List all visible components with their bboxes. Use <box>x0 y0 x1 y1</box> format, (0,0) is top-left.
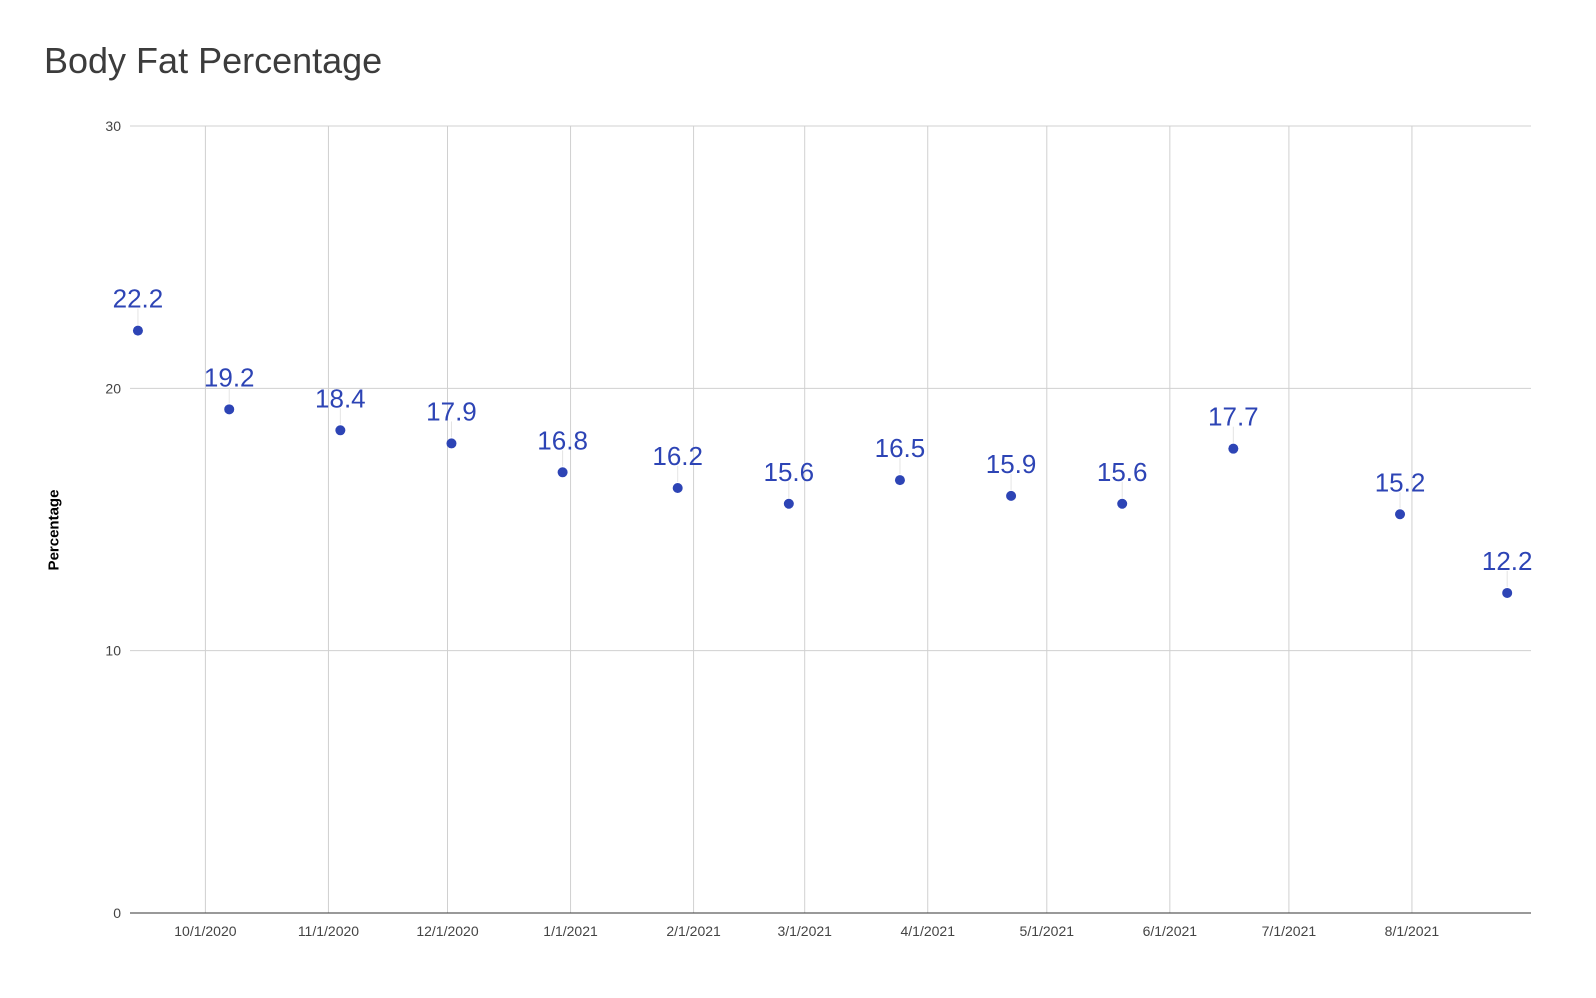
data-label: 18.4 <box>315 383 366 413</box>
y-tick-label: 30 <box>105 118 121 134</box>
data-label: 12.2 <box>1482 546 1533 576</box>
data-point <box>132 325 143 336</box>
data-point <box>335 425 346 436</box>
y-tick-label: 20 <box>105 380 121 396</box>
x-tick-label: 1/1/2021 <box>543 923 598 939</box>
data-label: 15.6 <box>764 457 815 487</box>
data-point <box>894 475 905 486</box>
data-label: 15.9 <box>986 449 1037 479</box>
data-point <box>672 483 683 494</box>
data-point <box>1502 587 1513 598</box>
data-label: 16.5 <box>875 433 926 463</box>
y-tick-label: 0 <box>113 905 121 921</box>
data-label: 17.9 <box>426 396 477 426</box>
x-tick-label: 12/1/2020 <box>416 923 478 939</box>
data-label: 19.2 <box>204 362 255 392</box>
data-point <box>224 404 235 415</box>
data-label: 16.8 <box>537 425 588 455</box>
x-tick-label: 2/1/2021 <box>666 923 721 939</box>
x-tick-label: 5/1/2021 <box>1020 923 1075 939</box>
data-label: 15.2 <box>1375 467 1426 497</box>
x-tick-label: 8/1/2021 <box>1385 923 1440 939</box>
data-point <box>1395 509 1406 520</box>
data-point <box>1006 490 1017 501</box>
chart-title: Body Fat Percentage <box>44 40 383 81</box>
y-tick-label: 10 <box>105 643 121 659</box>
data-point <box>1228 443 1239 454</box>
data-point <box>783 498 794 509</box>
x-tick-label: 4/1/2021 <box>900 923 955 939</box>
x-tick-label: 3/1/2021 <box>777 923 832 939</box>
data-label: 22.2 <box>113 284 164 314</box>
data-point <box>557 467 568 478</box>
data-point <box>1117 498 1128 509</box>
data-label: 17.7 <box>1208 402 1259 432</box>
x-tick-label: 10/1/2020 <box>174 923 236 939</box>
x-tick-label: 7/1/2021 <box>1262 923 1317 939</box>
data-label: 16.2 <box>652 441 703 471</box>
data-point <box>446 438 457 449</box>
data-label: 15.6 <box>1097 457 1148 487</box>
x-tick-label: 6/1/2021 <box>1143 923 1198 939</box>
x-tick-label: 11/1/2020 <box>298 923 359 939</box>
